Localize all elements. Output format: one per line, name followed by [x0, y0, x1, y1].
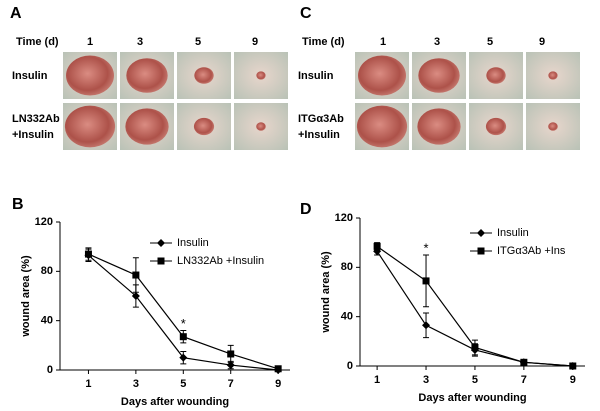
- wound: [64, 105, 116, 148]
- wound: [486, 67, 506, 84]
- row-label: LN332Ab: [12, 113, 60, 125]
- row-label: +Insulin: [12, 129, 54, 141]
- wound: [418, 58, 460, 93]
- wound: [194, 67, 214, 84]
- x-tick-label: 9: [275, 378, 281, 390]
- x-tick-label: 5: [472, 374, 478, 386]
- wound: [66, 55, 114, 96]
- point: [471, 344, 479, 351]
- panel-label: A: [10, 5, 22, 22]
- day-label: 1: [380, 36, 386, 48]
- legend-label: Insulin: [497, 227, 529, 239]
- y-tick-label: 40: [341, 311, 353, 323]
- legend-label: Insulin: [177, 237, 209, 249]
- time-label: Time (d): [302, 36, 345, 48]
- panel-label: D: [300, 201, 312, 218]
- row-label: +Insulin: [298, 129, 340, 141]
- x-tick-label: 3: [423, 374, 429, 386]
- point: [422, 321, 431, 330]
- legend-marker: [157, 239, 165, 247]
- legend-marker: [477, 247, 485, 255]
- x-tick-label: 7: [521, 374, 527, 386]
- point: [373, 242, 381, 250]
- wound: [358, 55, 406, 96]
- x-tick-label: 9: [570, 374, 576, 386]
- wound: [125, 108, 169, 145]
- time-label: Time (d): [16, 36, 59, 48]
- annotation: *: [181, 316, 186, 331]
- day-label: 1: [87, 36, 93, 48]
- y-tick-label: 40: [41, 315, 53, 327]
- y-tick-label: 80: [341, 261, 353, 273]
- row-label: Insulin: [12, 70, 48, 82]
- y-tick-label: 0: [47, 364, 53, 376]
- wound: [417, 108, 461, 145]
- x-tick-label: 7: [228, 378, 234, 390]
- legend-label: ITGα3Ab +Ins: [497, 245, 566, 257]
- wound: [256, 122, 266, 131]
- day-label: 3: [434, 36, 440, 48]
- x-axis-label: Days after wounding: [121, 396, 229, 408]
- wound: [548, 122, 558, 131]
- y-tick-label: 120: [335, 212, 353, 224]
- wound: [548, 71, 558, 80]
- y-axis-label: wound area (%): [320, 251, 332, 334]
- point: [569, 362, 577, 370]
- x-tick-label: 1: [374, 374, 380, 386]
- day-label: 9: [539, 36, 545, 48]
- wound: [126, 58, 168, 93]
- point: [274, 365, 282, 373]
- day-label: 9: [252, 36, 258, 48]
- wound: [485, 117, 507, 136]
- legend-label: LN332Ab +Insulin: [177, 255, 264, 267]
- row-label: Insulin: [298, 70, 334, 82]
- point: [179, 353, 188, 362]
- wound: [256, 71, 266, 80]
- y-tick-label: 0: [347, 360, 353, 372]
- wound: [193, 117, 215, 136]
- point: [84, 250, 92, 258]
- y-tick-label: 80: [41, 265, 53, 277]
- annotation: *: [424, 240, 429, 255]
- day-label: 5: [195, 36, 201, 48]
- legend-marker: [477, 229, 485, 237]
- y-tick-label: 120: [35, 216, 53, 228]
- point: [422, 277, 430, 285]
- panel-label: C: [300, 5, 312, 22]
- y-axis-label: wound area (%): [20, 255, 32, 338]
- point: [131, 292, 140, 300]
- point: [227, 350, 235, 358]
- day-label: 5: [487, 36, 493, 48]
- point: [520, 358, 528, 366]
- wound: [356, 105, 408, 148]
- point: [132, 271, 140, 279]
- x-axis-label: Days after wounding: [418, 392, 526, 404]
- legend-marker: [157, 257, 165, 265]
- panel-label: B: [12, 196, 24, 213]
- x-tick-label: 3: [133, 378, 139, 390]
- x-tick-label: 1: [85, 378, 91, 390]
- day-label: 3: [137, 36, 143, 48]
- x-tick-label: 5: [180, 378, 186, 390]
- point: [179, 333, 187, 341]
- row-label: ITGα3Ab: [298, 113, 344, 125]
